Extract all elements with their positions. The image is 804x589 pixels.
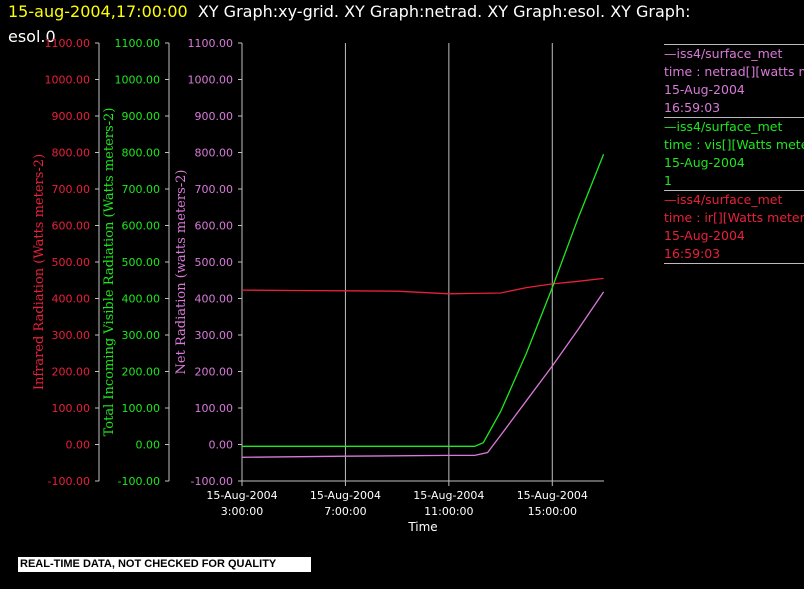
x-tick-date: 15-Aug-2004 <box>413 489 484 502</box>
legend-time: 16:59:03 <box>664 100 721 115</box>
legend-source: —iss4/surface_met <box>664 46 783 61</box>
y-tick-label: -100.00 <box>191 475 233 488</box>
y-tick-label: 600.00 <box>195 220 234 233</box>
y-tick-label: 900.00 <box>195 110 234 123</box>
legend-time: 1 <box>664 173 672 188</box>
y-tick-label: 900.00 <box>122 110 161 123</box>
legend-variable: time : vis[][Watts meter <box>664 137 804 152</box>
y-tick-label: 200.00 <box>52 366 91 379</box>
y-tick-label: 800.00 <box>52 147 91 160</box>
y-tick-label: 1000.00 <box>188 74 234 87</box>
y-tick-label: 300.00 <box>195 329 234 342</box>
series-line-1 <box>241 277 604 295</box>
legend-source: —iss4/surface_met <box>664 119 783 134</box>
legend-date: 15-Aug-2004 <box>664 155 745 170</box>
x-tick-time: 7:00:00 <box>324 505 366 518</box>
y-tick-label: -100.00 <box>48 475 90 488</box>
y-axis-label: Net Radiation (watts meters-2) <box>174 170 189 375</box>
y-tick-label: 1100.00 <box>115 37 161 50</box>
quality-notice: REAL-TIME DATA, NOT CHECKED FOR QUALITY <box>18 557 311 572</box>
y-tick-label: 400.00 <box>195 293 234 306</box>
y-tick-label: 300.00 <box>52 329 91 342</box>
x-tick-date: 15-Aug-2004 <box>310 489 381 502</box>
legend-item-vis: —iss4/surface_met time : vis[][Watts met… <box>664 118 804 190</box>
y-tick-label: 500.00 <box>122 256 161 269</box>
title-line-1: 15-aug-2004,17:00:00 XY Graph:xy-grid. X… <box>8 2 691 21</box>
x-tick-date: 15-Aug-2004 <box>206 489 277 502</box>
series-line-3 <box>241 291 605 458</box>
legend-date: 15-Aug-2004 <box>664 228 745 243</box>
y-tick-label: 700.00 <box>195 183 234 196</box>
y-tick-label: 1000.00 <box>115 74 161 87</box>
y-tick-label: 400.00 <box>52 293 91 306</box>
y-tick-label: 500.00 <box>195 256 234 269</box>
x-tick-time: 11:00:00 <box>424 505 473 518</box>
x-tick-time: 15:00:00 <box>528 505 577 518</box>
y-tick-label: 200.00 <box>122 366 161 379</box>
y-tick-label: 800.00 <box>195 147 234 160</box>
y-tick-label: 500.00 <box>52 256 91 269</box>
legend-item-ir: —iss4/surface_met time : ir[][Watts mete… <box>664 191 804 263</box>
y-tick-label: 0.00 <box>66 439 91 452</box>
title-line-2: esol.0 <box>8 27 56 46</box>
x-axis-label: Time <box>407 520 437 534</box>
y-tick-label: 600.00 <box>122 220 161 233</box>
y-axis-label: Total Incoming Visible Radiation (Watts … <box>102 108 117 437</box>
y-tick-label: 0.00 <box>209 439 234 452</box>
series-line-2 <box>242 154 605 447</box>
y-tick-label: 100.00 <box>52 402 91 415</box>
legend-separator <box>664 117 804 118</box>
y-tick-label: -100.00 <box>118 475 160 488</box>
legend-separator <box>664 190 804 191</box>
y-tick-label: 1000.00 <box>45 74 91 87</box>
x-tick-date: 15-Aug-2004 <box>517 489 588 502</box>
y-tick-label: 400.00 <box>122 293 161 306</box>
y-tick-label: 100.00 <box>122 402 161 415</box>
y-tick-label: 100.00 <box>195 402 234 415</box>
y-tick-label: 800.00 <box>122 147 161 160</box>
y-tick-label: 300.00 <box>122 329 161 342</box>
y-tick-label: 200.00 <box>195 366 234 379</box>
graph-titles: XY Graph:xy-grid. XY Graph:netrad. XY Gr… <box>197 2 691 21</box>
legend-separator <box>664 263 804 264</box>
y-tick-label: 1100.00 <box>188 37 234 50</box>
legend-variable: time : ir[][Watts meters <box>664 210 804 225</box>
y-tick-label: 700.00 <box>122 183 161 196</box>
legend-variable: time : netrad[][watts me <box>664 64 804 79</box>
y-axis-label: Infrared Radiation (Watts meters-2) <box>32 154 47 390</box>
y-tick-label: 600.00 <box>52 220 91 233</box>
x-tick-time: 3:00:00 <box>221 505 263 518</box>
legend-date: 15-Aug-2004 <box>664 82 745 97</box>
legend-item-netrad: —iss4/surface_met time : netrad[][watts … <box>664 45 804 117</box>
legend-source: —iss4/surface_met <box>664 192 783 207</box>
y-tick-label: 700.00 <box>52 183 91 196</box>
y-tick-label: 900.00 <box>52 110 91 123</box>
timestamp: 15-aug-2004,17:00:00 <box>8 2 188 21</box>
legend: —iss4/surface_met time : netrad[][watts … <box>664 44 804 264</box>
y-tick-label: 1100.00 <box>45 37 91 50</box>
y-tick-label: 0.00 <box>136 439 161 452</box>
legend-separator <box>664 44 804 45</box>
legend-time: 16:59:03 <box>664 246 721 261</box>
